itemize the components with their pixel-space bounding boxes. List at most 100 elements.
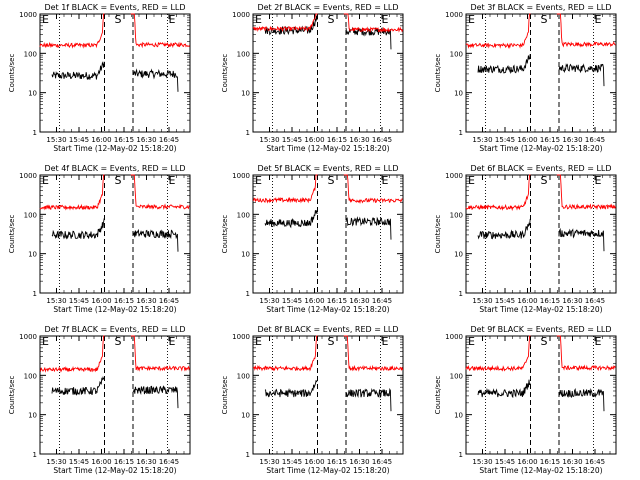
events-series-line-pre: [477, 379, 531, 399]
y-tick-label: 10: [454, 251, 463, 259]
y-tick-label: 100: [237, 372, 250, 380]
x-tick-label: 16:15: [327, 136, 347, 144]
x-axis-label: Start Time (12-May-02 15:18:20): [479, 466, 602, 475]
x-tick-label: 16:30: [136, 136, 156, 144]
y-tick-label: 1: [246, 290, 250, 298]
lld-series-line-pre: [465, 335, 531, 372]
marker-left: E: [468, 335, 475, 348]
y-axis-label: Counts/sec: [434, 215, 442, 254]
x-tick-label: 16:00: [304, 458, 324, 466]
x-tick-label: 16:45: [372, 136, 392, 144]
lld-series-line-post: [556, 335, 616, 372]
lld-series-line-post: [130, 335, 191, 372]
plot-frame: [252, 335, 404, 455]
x-tick-label: 16:30: [136, 297, 156, 305]
marker-left: E: [255, 13, 262, 26]
plot-frame: [465, 174, 617, 294]
y-tick-label: 100: [450, 50, 463, 58]
marker-left: E: [468, 13, 475, 26]
y-tick-label: 1: [246, 451, 250, 459]
x-tick-label: 16:15: [540, 297, 560, 305]
plot-frame: [465, 335, 617, 455]
x-tick-label: 16:15: [114, 136, 134, 144]
x-tick-label: 16:00: [304, 297, 324, 305]
y-tick-label: 1000: [232, 11, 250, 19]
x-tick-label: 16:00: [91, 136, 111, 144]
x-tick-label: 16:45: [585, 136, 605, 144]
y-tick-label: 10: [241, 412, 250, 420]
marker-middle: S: [541, 174, 548, 187]
x-axis-label: Start Time (12-May-02 15:18:20): [266, 466, 389, 475]
detector-panel: Det 6f BLACK = Events, RED = LLD 1 10 100 10…: [434, 164, 617, 314]
y-tick-label: 10: [454, 90, 463, 98]
x-tick-label: 15:30: [259, 458, 279, 466]
x-axis-label: Start Time (12-May-02 15:18:20): [479, 144, 602, 153]
x-tick-label: 16:30: [349, 297, 369, 305]
detector-panel: Det 3f BLACK = Events, RED = LLD 1 10 100 10…: [434, 3, 617, 153]
plot-frame: [252, 174, 404, 294]
lld-series-line-pre: [465, 174, 531, 212]
panel-title: Det 2f BLACK = Events, RED = LLD: [257, 3, 398, 12]
plot-frame: [465, 13, 617, 133]
y-tick-label: 1000: [19, 333, 37, 341]
x-tick-label: 15:30: [259, 136, 279, 144]
x-tick-label: 15:45: [495, 136, 515, 144]
y-tick-label: 1000: [232, 333, 250, 341]
y-tick-label: 100: [450, 372, 463, 380]
x-axis-label: Start Time (12-May-02 15:18:20): [266, 305, 389, 314]
marker-right: E: [595, 13, 602, 26]
marker-right: E: [382, 13, 389, 26]
y-tick-label: 10: [241, 90, 250, 98]
plot-frame: [39, 13, 191, 133]
y-tick-label: 100: [450, 211, 463, 219]
y-axis-label: Counts/sec: [434, 54, 442, 93]
x-tick-label: 15:45: [69, 458, 89, 466]
y-tick-label: 1: [33, 129, 37, 137]
lld-series-line-pre: [252, 335, 318, 372]
x-tick-label: 16:00: [304, 136, 324, 144]
events-series-line-post: [132, 228, 179, 252]
x-tick-label: 15:45: [282, 458, 302, 466]
y-tick-label: 10: [28, 90, 37, 98]
marker-left: E: [42, 174, 49, 187]
x-tick-label: 16:30: [136, 458, 156, 466]
y-tick-label: 10: [28, 251, 37, 259]
x-tick-label: 16:15: [327, 458, 347, 466]
y-axis-label: Counts/sec: [221, 215, 229, 254]
marker-middle: S: [328, 13, 335, 26]
x-tick-label: 15:30: [46, 136, 66, 144]
events-series-line-pre: [51, 375, 105, 396]
y-tick-label: 1000: [19, 11, 37, 19]
y-axis-label: Counts/sec: [8, 376, 16, 415]
lld-series-line-pre: [252, 13, 318, 32]
events-series-line-post: [558, 63, 605, 87]
x-tick-label: 16:45: [585, 458, 605, 466]
x-tick-label: 16:15: [114, 458, 134, 466]
lld-series-line-post: [556, 174, 617, 211]
x-tick-label: 16:45: [159, 297, 179, 305]
detector-panel: Det 7f BLACK = Events, RED = LLD 1 10 100 10…: [8, 325, 191, 475]
events-series-line-pre: [51, 218, 105, 240]
detector-panel: Det 9f BLACK = Events, RED = LLD 1 10 100 10…: [434, 325, 617, 475]
x-tick-label: 15:45: [495, 458, 515, 466]
x-tick-label: 16:45: [159, 136, 179, 144]
x-tick-label: 16:30: [349, 458, 369, 466]
plot-frame: [252, 13, 404, 133]
events-series-line-post: [558, 387, 605, 412]
y-tick-label: 10: [28, 412, 37, 420]
y-tick-label: 1000: [445, 172, 463, 180]
lld-series-line-pre: [39, 174, 105, 211]
y-axis-label: Counts/sec: [434, 376, 442, 415]
marker-right: E: [595, 174, 602, 187]
y-tick-label: 1: [33, 290, 37, 298]
marker-left: E: [42, 335, 49, 348]
x-tick-label: 16:15: [114, 297, 134, 305]
x-axis-label: Start Time (12-May-02 15:18:20): [53, 305, 176, 314]
marker-middle: S: [328, 174, 335, 187]
y-tick-label: 100: [237, 50, 250, 58]
x-axis-label: Start Time (12-May-02 15:18:20): [53, 144, 176, 153]
x-tick-label: 15:45: [495, 297, 515, 305]
x-tick-label: 15:30: [46, 458, 66, 466]
y-tick-label: 1: [459, 129, 463, 137]
